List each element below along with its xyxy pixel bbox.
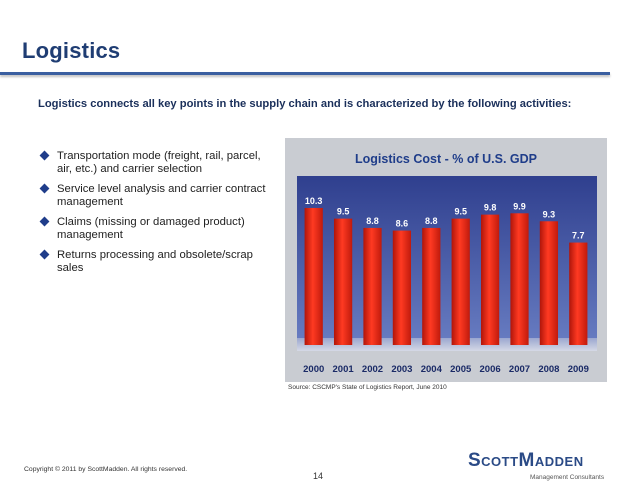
value-label-2009: 7.7 <box>572 231 585 241</box>
chart-panel: Logistics Cost - % of U.S. GDP 10.3 9.5 8.… <box>285 138 607 382</box>
bullet-text: Transportation mode (freight, rail, parc… <box>57 150 261 175</box>
bar-2003 <box>392 230 412 345</box>
diamond-bullet-icon <box>39 183 50 194</box>
bullet-text: Service level analysis and carrier contr… <box>57 183 266 208</box>
value-label-2008: 9.3 <box>543 209 556 219</box>
x-tick-2004: 2004 <box>421 364 443 375</box>
value-label-2007: 9.9 <box>513 201 526 211</box>
slide-title: Logistics <box>22 38 121 63</box>
bar-2000 <box>304 207 323 345</box>
copyright-text: Copyright © 2011 by ScottMadden. All rig… <box>24 466 188 473</box>
logistics-cost-chart: Logistics Cost - % of U.S. GDP 10.3 9.5 8.… <box>297 152 597 375</box>
bar-2008 <box>539 221 559 345</box>
bullet-item: Returns processing and obsolete/scrap sa… <box>39 249 270 275</box>
chart-title: Logistics Cost - % of U.S. GDP <box>355 152 537 166</box>
diamond-bullet-icon <box>39 150 50 161</box>
bar-2004 <box>422 227 441 345</box>
source-note: Source: CSCMP's State of Logistics Repor… <box>288 384 447 391</box>
value-label-2001: 9.5 <box>337 207 350 217</box>
x-tick-2001: 2001 <box>333 364 355 375</box>
scottmadden-logo: ScottMadden Management Consultants <box>468 450 608 486</box>
x-tick-2008: 2008 <box>538 364 559 375</box>
bar-2006 <box>480 214 500 345</box>
x-tick-2009: 2009 <box>568 364 589 375</box>
logo-wordmark: ScottMadden <box>468 450 584 471</box>
bullet-list: Transportation mode (freight, rail, parc… <box>39 150 270 282</box>
bar-2005 <box>451 218 470 345</box>
bar-2001 <box>333 218 353 345</box>
bar-2002 <box>363 227 382 345</box>
bullet-item: Claims (missing or damaged product) mana… <box>39 216 270 242</box>
logo-tagline: Management Consultants <box>530 474 605 481</box>
bullet-item: Transportation mode (freight, rail, parc… <box>39 150 270 176</box>
x-tick-2007: 2007 <box>509 364 530 375</box>
bullet-text: Returns processing and obsolete/scrap sa… <box>57 249 253 274</box>
intro-text: Logistics connects all key points in the… <box>38 98 572 110</box>
diamond-bullet-icon <box>39 249 50 260</box>
x-tick-2002: 2002 <box>362 364 383 375</box>
value-label-2000: 10.3 <box>305 196 323 206</box>
x-tick-2003: 2003 <box>391 364 412 375</box>
bar-2009 <box>569 242 588 345</box>
value-label-2003: 8.6 <box>396 219 409 229</box>
bullet-text: Claims (missing or damaged product) mana… <box>57 216 245 241</box>
bullet-item: Service level analysis and carrier contr… <box>39 183 270 209</box>
value-label-2005: 9.5 <box>454 207 467 217</box>
x-tick-2006: 2006 <box>480 364 501 375</box>
diamond-bullet-icon <box>39 216 50 227</box>
x-tick-2000: 2000 <box>303 364 324 375</box>
bar-2007 <box>510 213 529 345</box>
value-label-2004: 8.8 <box>425 216 438 226</box>
x-tick-2005: 2005 <box>450 364 472 375</box>
value-label-2002: 8.8 <box>366 216 379 226</box>
value-label-2006: 9.8 <box>484 203 497 213</box>
title-divider <box>0 72 610 75</box>
page-number: 14 <box>313 471 324 481</box>
